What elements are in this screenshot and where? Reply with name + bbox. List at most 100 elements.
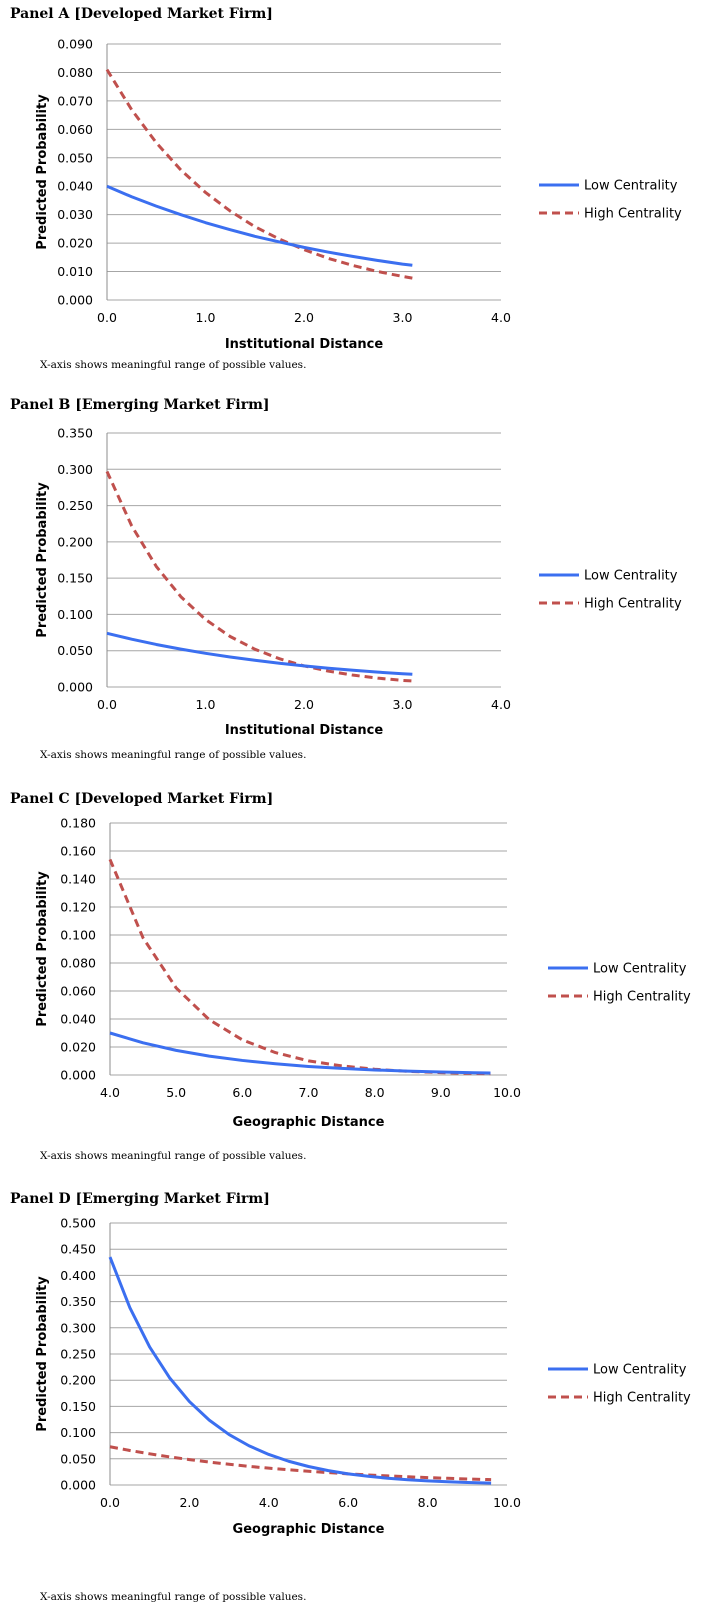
y-tick-label: 0.000 [60,1068,96,1083]
x-tick-label: 1.0 [196,310,216,325]
series-line-low-centrality [108,1256,492,1485]
x-tick-label: 1.0 [196,697,216,712]
x-tick-label: 4.0 [259,1495,279,1510]
x-tick-label: 4.0 [491,697,511,712]
chart-panel-c: 0.000 0.020 0.040 0.060 0.080 0.100 0.120 0.140… [35,816,691,1131]
y-tick-label: 0.090 [57,37,93,52]
y-tick-label: 0.050 [60,1451,96,1466]
panel-title: Panel C [Developed Market Firm] [10,791,274,807]
x-tick-label: 4.0 [491,310,511,325]
chart-panel-d: 0.000 0.050 0.100 0.150 0.200 0.250 0.300 0.350… [35,1216,691,1538]
legend-label: High Centrality [584,597,682,612]
axis-note: X-axis shows meaningful range of possibl… [40,359,307,371]
y-axis-title: Predicted Probability [35,1276,50,1432]
y-tick-label: 0.020 [57,236,93,251]
panel-title: Panel D [Emerging Market Firm] [10,1191,270,1207]
series-line-low-centrality [106,184,413,267]
x-tick-label: 10.0 [493,1495,521,1510]
x-tick-label: 2.0 [179,1495,199,1510]
y-tick-label: 0.100 [60,1425,96,1440]
y-tick-label: 0.140 [60,872,96,887]
y-tick-label: 0.200 [57,534,93,549]
axis-note: X-axis shows meaningful range of possibl… [40,1591,307,1603]
panel-b: Panel B [Emerging Market Firm] 0.000 0.05… [0,397,724,767]
x-tick-label: 7.0 [299,1085,319,1100]
y-tick-label: 0.040 [57,179,93,194]
y-tick-label: 0.450 [60,1242,96,1257]
y-tick-label: 0.300 [60,1320,96,1335]
x-tick-label: 0.0 [100,1495,120,1510]
axis-note: X-axis shows meaningful range of possibl… [40,1150,307,1162]
y-tick-label: 0.080 [60,956,96,971]
x-tick-label: 10.0 [493,1085,521,1100]
x-tick-label: 4.0 [100,1085,120,1100]
x-axis-title: Institutional Distance [225,723,384,738]
series-line-low-centrality [106,631,413,676]
y-tick-label: 0.160 [60,844,96,859]
panel-a: Panel A [Developed Market Firm] 0.000 0.0… [0,6,724,376]
y-tick-label: 0.350 [60,1294,96,1309]
x-tick-label: 6.0 [338,1495,358,1510]
panel-d: Panel D [Emerging Market Firm] 0.000 0.05… [0,1191,724,1611]
y-tick-label: 0.000 [60,1478,96,1493]
y-tick-label: 0.400 [60,1268,96,1283]
y-tick-label: 0.060 [60,984,96,999]
x-tick-label: 0.0 [97,697,117,712]
panel-title: Panel B [Emerging Market Firm] [10,397,270,413]
y-tick-label: 0.150 [57,571,93,586]
series-line-high-centrality [109,1445,492,1482]
legend-label: Low Centrality [584,569,678,584]
panel-title: Panel A [Developed Market Firm] [10,6,273,22]
x-tick-label: 0.0 [97,310,117,325]
y-tick-label: 0.350 [57,426,93,441]
legend-label: High Centrality [584,207,682,222]
y-tick-label: 0.000 [57,293,93,308]
legend-label: High Centrality [593,990,691,1005]
x-tick-label: 9.0 [431,1085,451,1100]
chart-panel-b: 0.000 0.050 0.100 0.150 0.200 0.250 0.300 0.350… [35,426,682,739]
y-tick-label: 0.040 [60,1012,96,1027]
y-tick-label: 0.080 [57,65,93,80]
y-tick-label: 0.100 [60,928,96,943]
x-axis-title: Geographic Distance [233,1115,385,1130]
y-tick-label: 0.180 [60,816,96,831]
x-tick-label: 6.0 [232,1085,252,1100]
y-tick-label: 0.150 [60,1399,96,1414]
x-tick-label: 8.0 [365,1085,385,1100]
y-tick-label: 0.000 [57,680,93,695]
y-tick-label: 0.100 [57,607,93,622]
legend-label: High Centrality [593,1391,691,1406]
series-line-high-centrality [105,68,413,280]
y-tick-label: 0.050 [57,643,93,658]
x-tick-label: 8.0 [418,1495,438,1510]
series-line-high-centrality [105,470,413,683]
series-line-high-centrality [108,858,491,1076]
y-tick-label: 0.060 [57,122,93,137]
axis-note: X-axis shows meaningful range of possibl… [40,749,307,761]
y-tick-label: 0.500 [60,1216,96,1231]
y-tick-label: 0.020 [60,1040,96,1055]
y-axis-title: Predicted Probability [35,94,50,250]
y-tick-label: 0.200 [60,1373,96,1388]
y-tick-label: 0.070 [57,93,93,108]
x-tick-label: 2.0 [294,697,314,712]
y-tick-label: 0.050 [57,150,93,165]
series-line-low-centrality [109,1031,491,1075]
panel-c: Panel C [Developed Market Firm] 0.000 0.0… [0,791,724,1171]
x-axis-title: Institutional Distance [225,337,384,352]
y-tick-label: 0.120 [60,900,96,915]
y-tick-label: 0.250 [57,498,93,513]
legend-label: Low Centrality [593,1363,687,1378]
x-tick-label: 5.0 [166,1085,186,1100]
y-tick-label: 0.010 [57,264,93,279]
x-tick-label: 2.0 [294,310,314,325]
y-axis-title: Predicted Probability [35,871,50,1027]
x-tick-label: 3.0 [393,310,413,325]
x-tick-label: 3.0 [393,697,413,712]
y-axis-title: Predicted Probability [35,482,50,638]
legend-label: Low Centrality [593,962,687,977]
x-axis-title: Geographic Distance [233,1522,385,1537]
legend-label: Low Centrality [584,179,678,194]
y-tick-label: 0.300 [57,462,93,477]
y-tick-label: 0.030 [57,207,93,222]
